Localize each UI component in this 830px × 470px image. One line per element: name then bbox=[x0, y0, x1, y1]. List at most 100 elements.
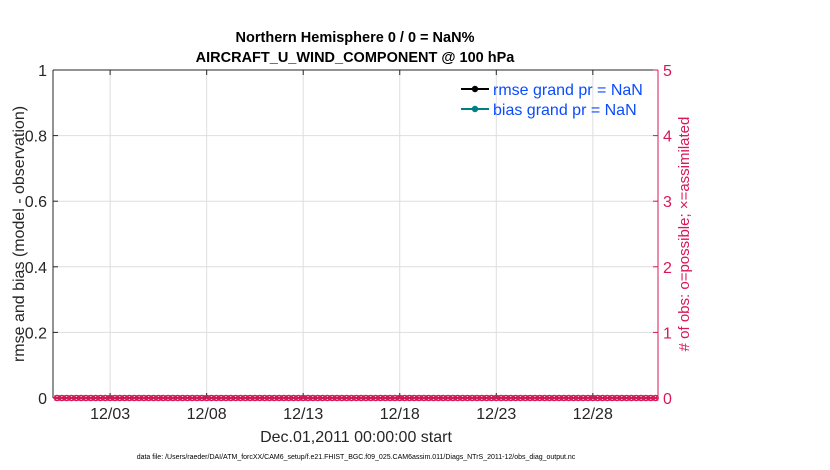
obs-assimilated-marker bbox=[469, 395, 476, 401]
y-right-tick-label: 5 bbox=[663, 63, 672, 80]
obs-assimilated-marker bbox=[290, 395, 297, 401]
obs-assimilated-marker bbox=[517, 395, 524, 401]
obs-assimilated-marker bbox=[232, 395, 239, 401]
obs-assimilated-marker bbox=[502, 395, 509, 401]
obs-assimilated-marker bbox=[160, 395, 167, 401]
obs-assimilated-marker bbox=[401, 395, 408, 401]
obs-assimilated-marker bbox=[319, 395, 326, 401]
obs-assimilated-marker bbox=[276, 395, 283, 401]
obs-assimilated-marker bbox=[237, 395, 244, 401]
y-tick-label: 0.4 bbox=[25, 260, 47, 277]
obs-assimilated-marker bbox=[633, 395, 640, 401]
obs-assimilated-marker bbox=[78, 395, 85, 401]
obs-assimilated-marker bbox=[305, 395, 311, 401]
obs-assimilated-marker bbox=[300, 395, 307, 401]
obs-assimilated-marker bbox=[512, 395, 519, 401]
obs-assimilated-marker bbox=[372, 395, 379, 401]
obs-assimilated-marker bbox=[271, 395, 278, 401]
obs-assimilated-marker bbox=[309, 395, 316, 401]
obs-assimilated-marker bbox=[353, 395, 360, 401]
x-axis-label: Dec.01,2011 00:00:00 start bbox=[260, 429, 452, 446]
obs-assimilated-marker bbox=[493, 395, 500, 401]
obs-assimilated-marker bbox=[87, 395, 94, 401]
obs-assimilated-marker bbox=[189, 395, 196, 401]
obs-assimilated-marker bbox=[411, 395, 418, 401]
obs-assimilated-marker bbox=[247, 395, 254, 401]
obs-assimilated-marker bbox=[425, 395, 432, 401]
obs-assimilated-marker bbox=[358, 395, 365, 401]
obs-assimilated-marker bbox=[218, 395, 225, 401]
obs-assimilated-marker bbox=[435, 395, 442, 401]
obs-assimilated-marker bbox=[165, 395, 172, 401]
obs-assimilated-marker bbox=[116, 395, 123, 401]
y-tick-label: 0.8 bbox=[25, 129, 47, 146]
y-tick-label: 0 bbox=[38, 391, 47, 408]
y-right-tick-label: 4 bbox=[663, 129, 672, 146]
obs-assimilated-marker bbox=[638, 395, 645, 401]
y-right-tick-label: 2 bbox=[663, 260, 672, 277]
obs-assimilated-marker bbox=[121, 395, 128, 401]
y-right-tick-label: 1 bbox=[663, 325, 672, 342]
obs-assimilated-marker bbox=[223, 395, 229, 401]
obs-assimilated-marker bbox=[391, 395, 398, 401]
obs-assimilated-marker bbox=[280, 395, 287, 401]
y-right-tick-label: 0 bbox=[663, 391, 672, 408]
obs-assimilated-marker bbox=[194, 395, 200, 401]
obs-assimilated-marker bbox=[541, 395, 548, 401]
obs-assimilated-marker bbox=[54, 395, 60, 401]
obs-assimilated-marker bbox=[227, 395, 234, 401]
obs-assimilated-marker bbox=[440, 395, 447, 401]
x-tick-label: 12/08 bbox=[187, 406, 227, 423]
obs-assimilated-marker bbox=[623, 395, 630, 401]
obs-assimilated-marker bbox=[198, 395, 205, 401]
obs-assimilated-marker bbox=[483, 395, 490, 401]
y-right-tick-label: 3 bbox=[663, 194, 672, 211]
obs-assimilated-marker bbox=[454, 395, 461, 401]
obs-assimilated-marker bbox=[73, 395, 80, 401]
x-tick-label: 12/13 bbox=[283, 406, 323, 423]
obs-assimilated-marker bbox=[58, 395, 65, 401]
obs-assimilated-marker bbox=[396, 395, 403, 401]
obs-assimilated-marker bbox=[145, 395, 152, 401]
obs-assimilated-marker bbox=[329, 395, 336, 401]
chart-title-line1: Northern Hemisphere 0 / 0 = NaN% bbox=[236, 30, 475, 46]
obs-assimilated-marker bbox=[140, 395, 147, 401]
obs-assimilated-marker bbox=[150, 395, 157, 401]
obs-assimilated-marker bbox=[570, 395, 577, 401]
obs-assimilated-marker bbox=[416, 395, 423, 401]
obs-assimilated-marker bbox=[324, 395, 331, 401]
obs-assimilated-marker bbox=[430, 395, 437, 401]
obs-assimilated-marker bbox=[647, 395, 654, 401]
obs-assimilated-marker bbox=[111, 395, 118, 401]
obs-assimilated-marker bbox=[618, 395, 625, 401]
obs-assimilated-marker bbox=[420, 395, 427, 401]
obs-assimilated-marker bbox=[585, 395, 591, 401]
obs-assimilated-marker bbox=[575, 395, 582, 401]
obs-assimilated-marker bbox=[334, 395, 340, 401]
obs-assimilated-marker bbox=[169, 395, 176, 401]
obs-assimilated-marker bbox=[522, 395, 529, 401]
obs-assimilated-marker bbox=[507, 395, 514, 401]
x-tick-label: 12/18 bbox=[380, 406, 420, 423]
obs-assimilated-marker bbox=[63, 395, 70, 401]
obs-assimilated-marker bbox=[589, 395, 596, 401]
obs-assimilated-marker bbox=[68, 395, 75, 401]
obs-assimilated-marker bbox=[295, 395, 302, 401]
legend-entry: bias grand pr = NaN bbox=[493, 102, 637, 119]
obs-assimilated-marker bbox=[367, 395, 374, 401]
obs-assimilated-marker bbox=[594, 395, 601, 401]
obs-assimilated-marker bbox=[445, 395, 451, 401]
obs-assimilated-marker bbox=[203, 395, 210, 401]
obs-assimilated-marker bbox=[261, 395, 268, 401]
y-tick-label: 0.6 bbox=[25, 194, 47, 211]
obs-assimilated-marker bbox=[609, 395, 616, 401]
obs-assimilated-marker bbox=[652, 395, 659, 401]
obs-assimilated-marker bbox=[213, 395, 220, 401]
x-tick-label: 12/23 bbox=[476, 406, 516, 423]
obs-assimilated-marker bbox=[314, 395, 321, 401]
obs-assimilated-marker bbox=[474, 395, 480, 401]
obs-assimilated-marker bbox=[580, 395, 587, 401]
obs-assimilated-marker bbox=[174, 395, 181, 401]
y-axis-label: rmse and bias (model - observation) bbox=[11, 106, 28, 362]
y-tick-label: 0.2 bbox=[25, 325, 47, 342]
